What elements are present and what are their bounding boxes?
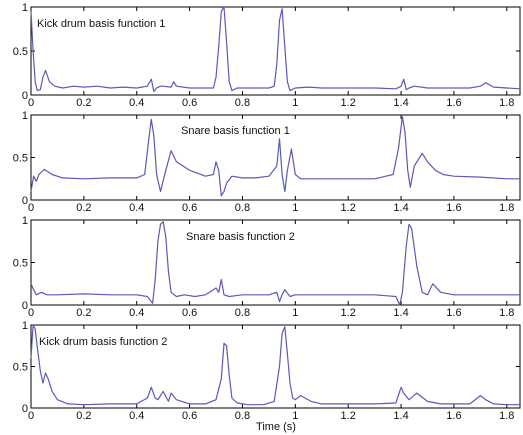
x-tick-label: 1 — [292, 97, 298, 109]
x-tick-label: 1.2 — [341, 307, 356, 319]
x-tick-label: 1.2 — [341, 202, 356, 214]
x-tick-label: 0.6 — [182, 307, 197, 319]
x-axis-label: Time (s) — [256, 421, 296, 433]
x-tick-label: 1.4 — [393, 202, 408, 214]
x-tick-label: 1.6 — [446, 202, 461, 214]
x-tick-label: 1.4 — [393, 97, 408, 109]
subplot-4: 0 0.2 0.4 0.6 0.8 1 1.2 1.4 1.6 1.8 0 0.5 1 Kick drum… — [13, 320, 521, 422]
x-tick-label: 0.4 — [129, 202, 144, 214]
x-tick-label: 1 — [292, 410, 298, 422]
axes-box — [30, 219, 521, 306]
x-tick-label: 0 — [28, 410, 34, 422]
x-tick-label: 0.4 — [129, 410, 144, 422]
x-tick-label: 1.8 — [499, 307, 514, 319]
x-tick-label: 0.8 — [235, 202, 250, 214]
y-tick-label: 1 — [22, 110, 28, 122]
subplot-title: Kick drum basis function 2 — [39, 336, 167, 348]
x-tick-label: 0.6 — [182, 202, 197, 214]
series-line — [30, 221, 520, 306]
subplot-3: 0 0.2 0.4 0.6 0.8 1 1.2 1.4 1.6 1.8 0 0.5 1 Snare bas… — [13, 215, 521, 319]
x-tick-label: 0.2 — [76, 410, 91, 422]
x-tick-label: 0.2 — [76, 97, 91, 109]
x-tick-label: 1.6 — [446, 97, 461, 109]
x-tick-label: 1.4 — [393, 410, 408, 422]
series-line — [30, 6, 521, 93]
x-tick-label: 0.2 — [76, 307, 91, 319]
y-tick-label: 0.5 — [13, 46, 28, 58]
x-tick-label: 1.6 — [446, 410, 461, 422]
x-tick-label: 1.8 — [499, 97, 514, 109]
x-tick-label: 0.6 — [182, 410, 197, 422]
x-tick-label: 0.4 — [129, 97, 144, 109]
y-tick-label: 0 — [22, 300, 28, 312]
x-tick-label: 0 — [28, 202, 34, 214]
x-tick-label: 0 — [28, 97, 34, 109]
y-tick-label: 0 — [22, 90, 28, 102]
series-line — [30, 324, 520, 406]
y-tick-label: 1 — [22, 2, 28, 14]
y-tick-label: 1 — [22, 215, 28, 227]
x-tick-label: 0.8 — [235, 97, 250, 109]
x-tick-label: 1.8 — [499, 410, 514, 422]
x-tick-label: 0.2 — [76, 202, 91, 214]
y-tick-label: 0 — [22, 403, 28, 415]
y-tick-label: 1 — [22, 320, 28, 332]
subplot-title: Snare basis function 2 — [186, 231, 295, 243]
x-tick-label: 0.8 — [235, 307, 250, 319]
y-tick-label: 0.5 — [13, 362, 28, 374]
x-tick-label: 0.6 — [182, 97, 197, 109]
subplot-2: 0 0.2 0.4 0.6 0.8 1 1.2 1.4 1.6 1.8 0 0.5 1 Snare bas… — [13, 110, 521, 214]
x-tick-label: 1.2 — [341, 97, 356, 109]
x-tick-label: 1.2 — [341, 410, 356, 422]
x-tick-label: 0.8 — [235, 410, 250, 422]
x-tick-label: 1.6 — [446, 307, 461, 319]
y-tick-label: 0.5 — [13, 153, 28, 165]
y-tick-label: 0 — [22, 195, 28, 207]
x-tick-label: 1 — [292, 202, 298, 214]
subplot-title: Snare basis function 1 — [181, 125, 290, 137]
subplot-1: 0 0.2 0.4 0.6 0.8 1 1.2 1.4 1.6 1.8 0 0.5 1 Kick drum… — [13, 2, 521, 109]
x-tick-label: 0.4 — [129, 307, 144, 319]
x-tick-label: 0 — [28, 307, 34, 319]
x-tick-label: 1.4 — [393, 307, 408, 319]
x-tick-label: 1 — [292, 307, 298, 319]
y-tick-label: 0.5 — [13, 258, 28, 270]
x-tick-label: 1.8 — [499, 202, 514, 214]
axes-box — [30, 114, 521, 201]
axes-box — [30, 6, 521, 96]
series-line — [30, 116, 520, 197]
subplot-title: Kick drum basis function 1 — [37, 18, 165, 30]
